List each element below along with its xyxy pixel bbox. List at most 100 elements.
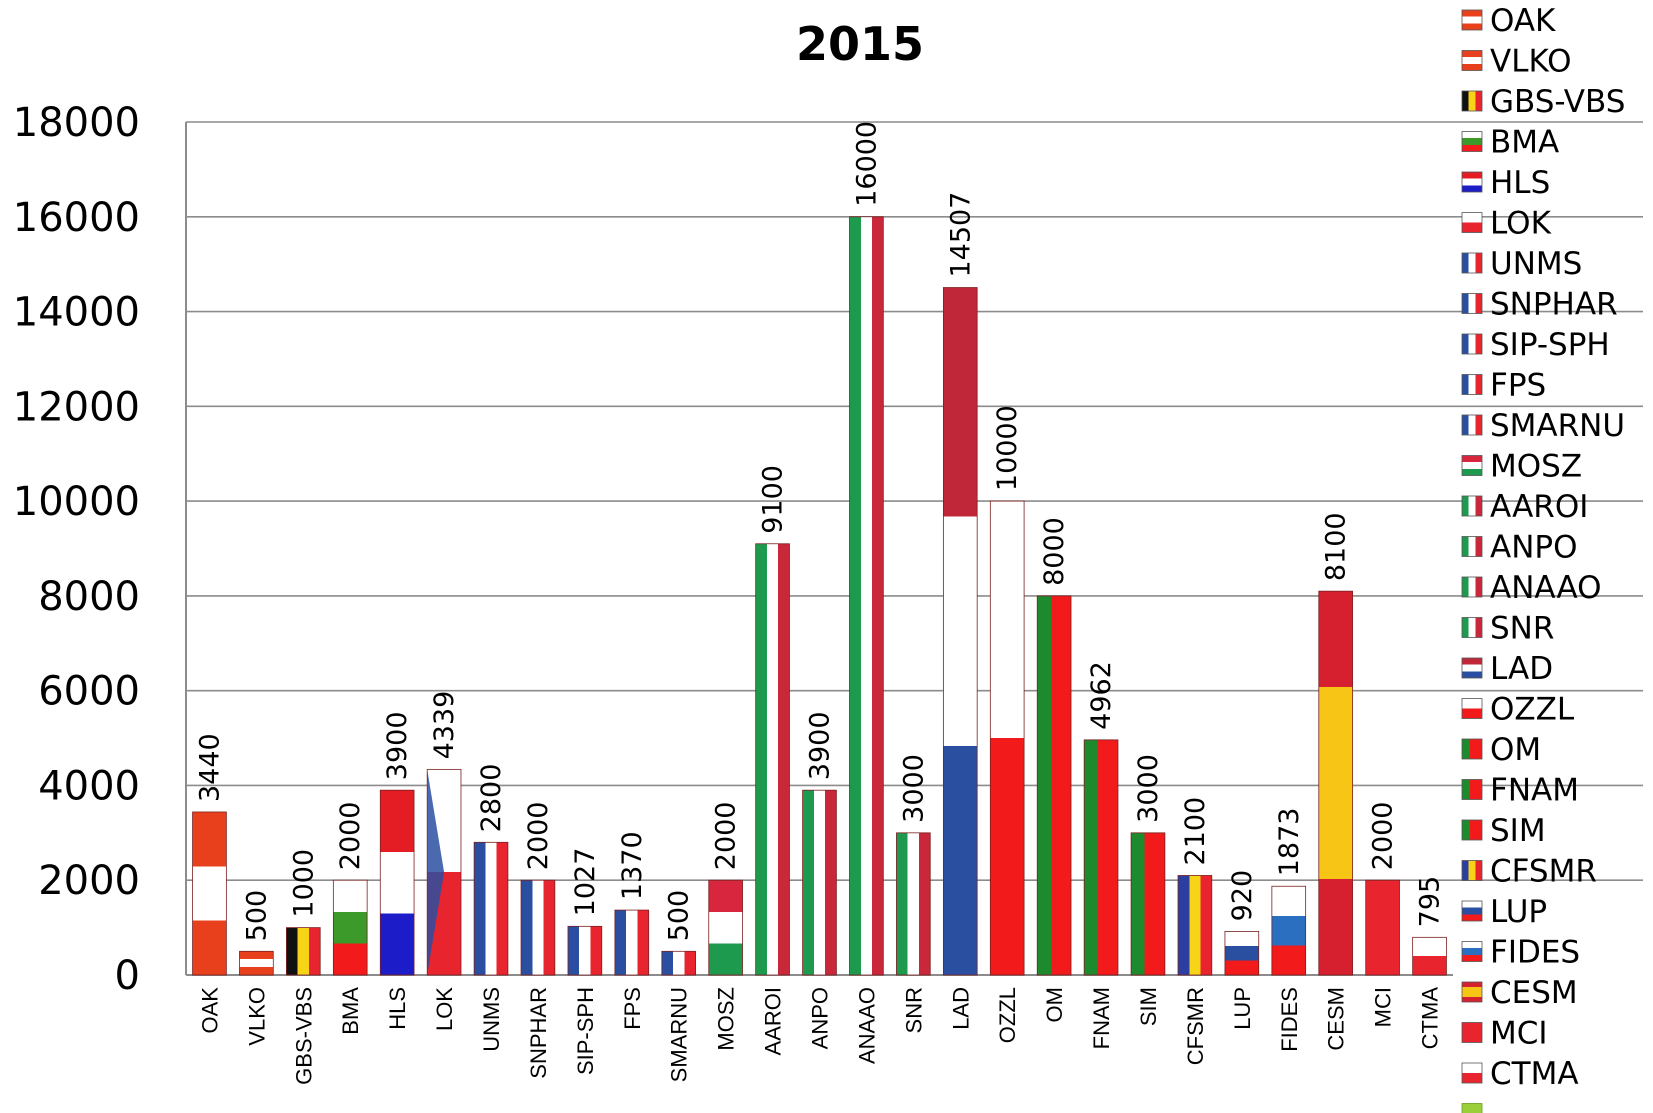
legend-swatch — [1461, 941, 1483, 962]
legend-label: MCI — [1490, 1016, 1548, 1052]
data-label: 2000 — [335, 802, 366, 871]
bar-snr — [896, 832, 931, 976]
legend-swatch — [1461, 657, 1483, 679]
legend-item: CESM — [1461, 975, 1578, 1011]
legend-swatch — [1461, 1062, 1483, 1084]
legend-swatch — [1461, 293, 1483, 314]
legend-item: LUP — [1461, 894, 1547, 930]
y-tick-label: 16000 — [13, 195, 140, 241]
y-tick-label: 12000 — [13, 384, 140, 430]
data-label: 2000 — [1368, 802, 1399, 871]
data-label: 10000 — [992, 405, 1023, 491]
data-label: 16000 — [851, 121, 882, 207]
legend-item: FPS — [1461, 368, 1546, 404]
y-axis-ticks: 0 2000 4000 6000 8000 10000 12000 14000 16000 180… — [13, 100, 140, 999]
bar-gbs-vbs — [286, 927, 321, 976]
legend-swatch — [1461, 455, 1483, 476]
bar-anaao — [849, 216, 884, 976]
data-label: 8100 — [1321, 512, 1352, 581]
data-label: 1027 — [570, 848, 601, 917]
x-tick-label: CESM — [1324, 987, 1349, 1051]
legend-swatch — [1461, 333, 1483, 355]
data-label: 3900 — [805, 711, 836, 780]
legend-label: LOK — [1490, 206, 1552, 242]
data-label: 500 — [664, 890, 695, 942]
x-tick-label: BMA — [338, 987, 363, 1035]
legend-label: OZZL — [1490, 692, 1575, 728]
legend-label: ANPO — [1490, 530, 1578, 566]
x-tick-label: HLS — [385, 987, 410, 1030]
legend-item: UNMS — [1461, 246, 1582, 282]
legend-label: FIDES — [1490, 935, 1580, 971]
data-label: 2000 — [523, 802, 554, 871]
y-tick-label: 18000 — [13, 100, 140, 146]
legend-swatch — [1461, 495, 1483, 517]
x-tick-label: SNPHAR — [526, 987, 551, 1079]
y-tick-label: 4000 — [38, 763, 140, 809]
legend-item: SNR — [1461, 611, 1554, 647]
legend-item: OM — [1461, 732, 1541, 768]
x-tick-label: LUP — [1230, 987, 1255, 1030]
x-tick-label: SIM — [1136, 987, 1161, 1026]
bar-sip-sph — [567, 925, 603, 976]
legend-label: SNPHAR — [1490, 287, 1618, 323]
x-tick-label: SIP-SPH — [573, 987, 598, 1075]
legend-swatch — [1461, 698, 1483, 719]
legend-label: MOSZ — [1490, 449, 1582, 485]
x-tick-label: OM — [1042, 987, 1067, 1022]
legend-swatch — [1461, 536, 1483, 557]
x-tick-label: ANPO — [808, 987, 833, 1049]
data-label: 1370 — [617, 831, 648, 900]
x-tick-label: MOSZ — [714, 987, 739, 1051]
y-tick-label: 10000 — [13, 479, 140, 525]
legend-item: SMARNU — [1461, 408, 1625, 444]
legend-item: GBS-VBS — [1461, 84, 1625, 120]
x-tick-label: LOK — [432, 987, 457, 1031]
data-label: 3000 — [1133, 754, 1164, 823]
legend-label: AAROI — [1490, 489, 1588, 525]
legend-label: ANAAO — [1490, 570, 1602, 606]
legend-item: LOK — [1461, 206, 1552, 242]
legend-swatch — [1461, 252, 1483, 274]
data-label: 14507 — [945, 192, 976, 278]
legend-item — [1461, 1103, 1483, 1113]
legend-label: OAK — [1490, 3, 1556, 39]
data-label: 920 — [1227, 870, 1258, 922]
x-tick-label: OAK — [197, 987, 222, 1034]
legend-label: UNMS — [1490, 246, 1582, 282]
x-tick-label: FPS — [620, 987, 645, 1030]
y-tick-label: 2000 — [38, 858, 140, 904]
y-tick-label: 0 — [115, 953, 140, 999]
legend-swatch — [1461, 1022, 1483, 1043]
bar-smarnu — [661, 950, 697, 976]
legend-item: MCI — [1461, 1016, 1548, 1052]
x-tick-label: UNMS — [479, 987, 504, 1052]
y-tick-label: 14000 — [13, 290, 140, 336]
legend-swatch — [1461, 617, 1483, 638]
bar-mosz — [708, 879, 743, 976]
x-tick-label: LAD — [948, 987, 973, 1030]
legend-label: SIM — [1490, 813, 1546, 849]
bar-vlko — [239, 950, 274, 976]
legend-item: LAD — [1461, 651, 1553, 687]
x-axis-ticks: OAK VLKO GBS-VBS BMA HLS LOK UNMS SNPHAR SIP-SPH… — [197, 987, 1442, 1085]
legend-item: FNAM — [1461, 773, 1579, 809]
legend-label: VLKO — [1490, 44, 1572, 80]
bar-anpo — [802, 789, 837, 976]
x-tick-label: FNAM — [1089, 987, 1114, 1049]
legend-label: SIP-SPH — [1490, 327, 1610, 363]
legend-item: SIM — [1461, 813, 1546, 849]
bar-fnam — [1083, 739, 1119, 976]
bar-fides — [1271, 885, 1307, 976]
bar-ozzl — [989, 500, 1025, 976]
legend-label: OM — [1490, 732, 1541, 768]
bar-unms — [473, 841, 509, 976]
bar-lok-triangle — [427, 769, 445, 975]
legend-label: CESM — [1490, 975, 1578, 1011]
x-tick-label: ANAAO — [854, 987, 879, 1064]
x-tick-label: MCI — [1371, 987, 1396, 1027]
legend-item: MOSZ — [1461, 449, 1582, 485]
legend-label: SMARNU — [1490, 408, 1625, 444]
legend-item: SIP-SPH — [1461, 327, 1610, 363]
